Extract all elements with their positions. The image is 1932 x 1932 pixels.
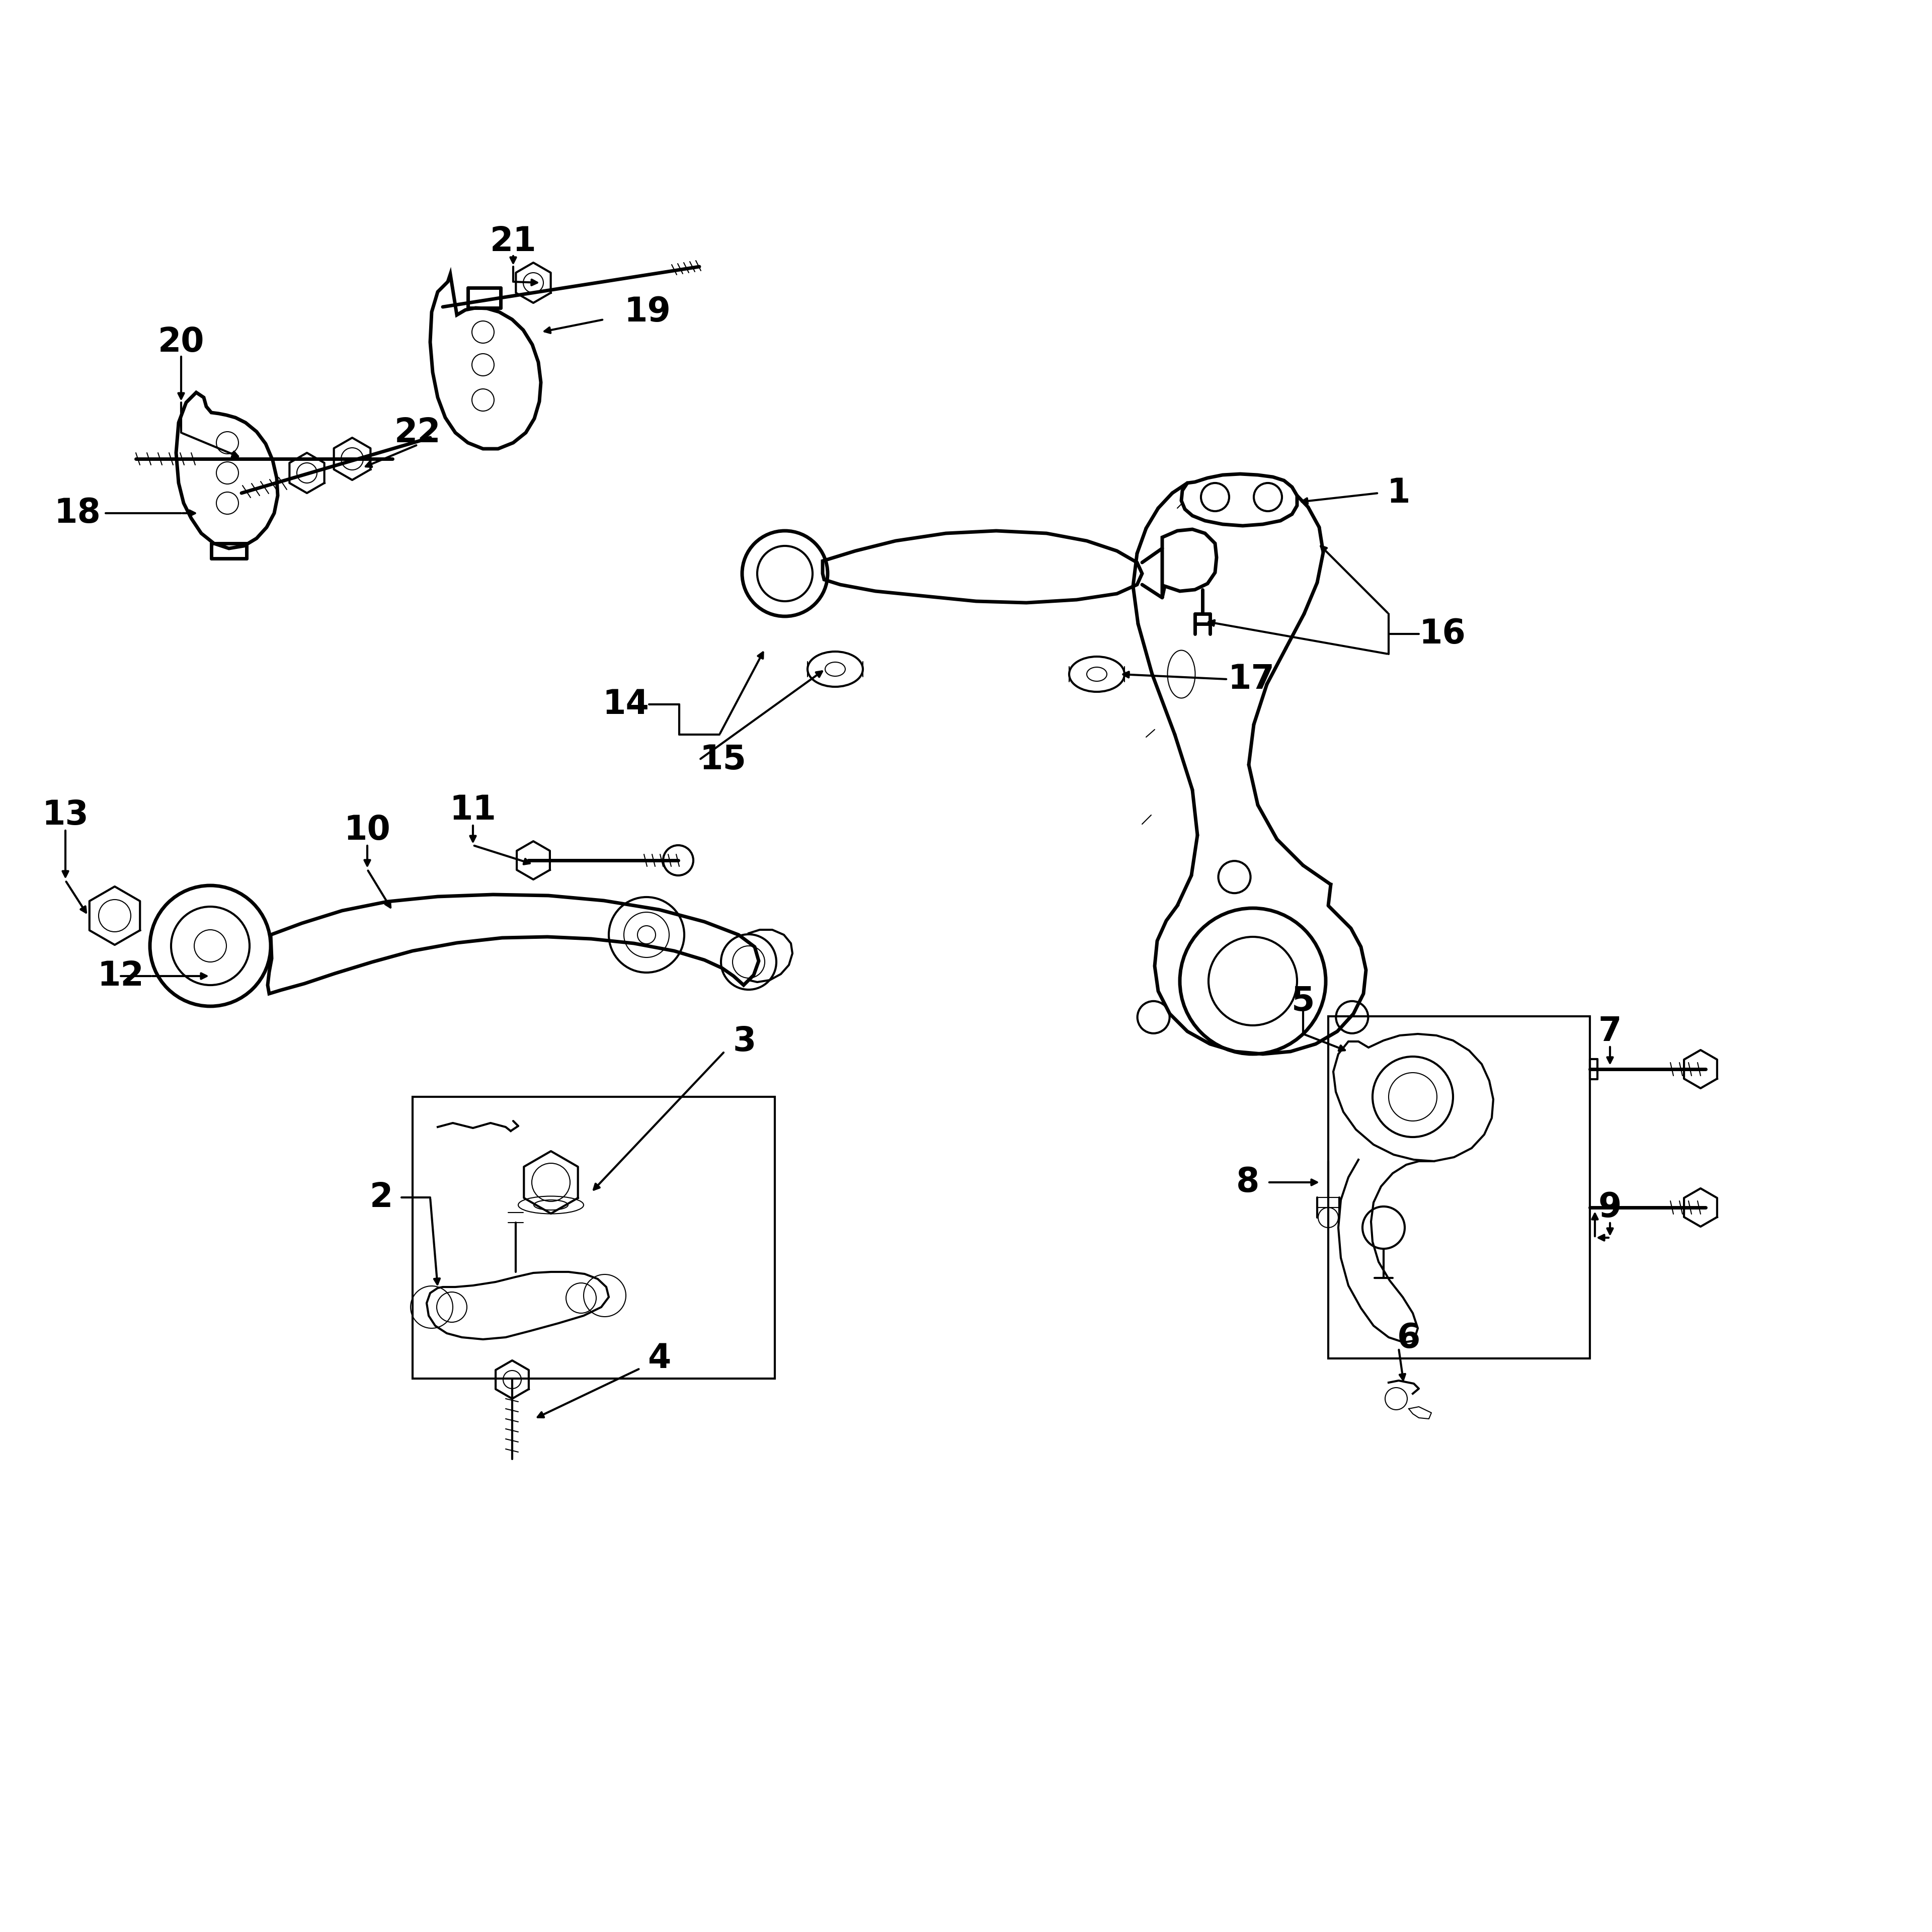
Text: 10: 10: [344, 813, 390, 846]
Bar: [1329, 1016, 1590, 1358]
Text: 8: 8: [1236, 1165, 1260, 1200]
Bar: [413, 1097, 775, 1379]
Text: 7: 7: [1598, 1014, 1621, 1047]
Text: 9: 9: [1598, 1190, 1621, 1225]
Text: 13: 13: [43, 798, 89, 831]
Text: 4: 4: [647, 1343, 670, 1376]
Text: 1: 1: [1387, 477, 1410, 510]
Text: 2: 2: [369, 1180, 392, 1213]
Text: 15: 15: [699, 744, 746, 777]
Text: 16: 16: [1418, 618, 1466, 651]
Text: 20: 20: [158, 325, 205, 359]
Text: 18: 18: [54, 497, 100, 529]
Text: 5: 5: [1291, 985, 1316, 1018]
Text: 19: 19: [624, 296, 670, 328]
Text: 22: 22: [394, 415, 440, 450]
Text: 11: 11: [450, 794, 497, 827]
Text: 21: 21: [491, 224, 537, 259]
Text: 6: 6: [1397, 1321, 1420, 1354]
Text: 14: 14: [603, 688, 649, 721]
Text: 17: 17: [1227, 663, 1275, 696]
Text: 3: 3: [732, 1024, 755, 1059]
Text: 12: 12: [97, 960, 145, 993]
